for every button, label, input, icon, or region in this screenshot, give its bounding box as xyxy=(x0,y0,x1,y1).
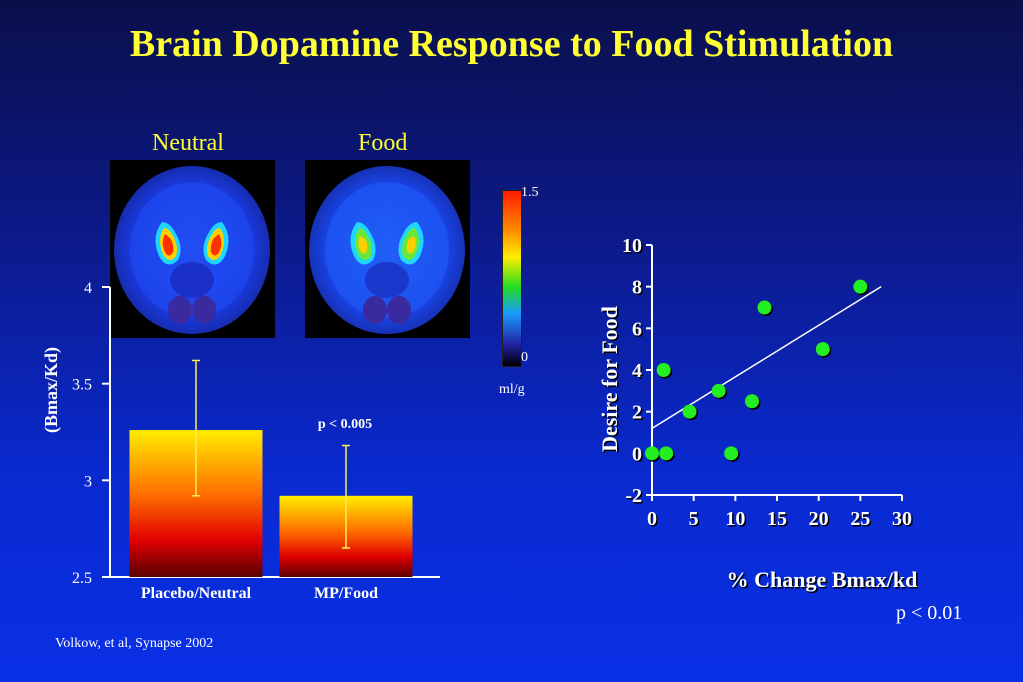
neutral-label: Neutral xyxy=(152,130,224,156)
x-tick-label: 10 xyxy=(725,508,745,530)
data-point xyxy=(853,279,868,294)
y-tick-label: 4 xyxy=(632,360,642,382)
neutral-brain-scan xyxy=(110,160,275,338)
y-tick-label: 6 xyxy=(632,318,642,340)
x-tick-label: 25 xyxy=(850,508,870,530)
y-axis-label: Desire for Food xyxy=(597,306,622,452)
x-axis-label-shadow: % Change Bmax/kd xyxy=(728,569,919,594)
colorbar xyxy=(502,190,522,367)
y-axis-label-shadow: Desire for Food xyxy=(599,308,624,454)
y-tick-label-shadow: 8 xyxy=(634,278,644,300)
y-tick-label-shadow: -2 xyxy=(627,487,644,509)
colorbar-unit-label: ml/g xyxy=(499,382,525,397)
x-tick-label-shadow: 0 xyxy=(649,510,659,532)
y-tick-label: 3.5 xyxy=(72,377,92,394)
data-point xyxy=(711,383,726,398)
data-point xyxy=(724,446,739,461)
y-tick-label: 4 xyxy=(84,280,92,297)
food-brain-scan xyxy=(305,160,470,338)
x-tick-label-shadow: 20 xyxy=(810,510,830,532)
y-tick-label-shadow: 2 xyxy=(634,403,644,425)
x-tick-label-shadow: 10 xyxy=(727,510,747,532)
data-point xyxy=(645,446,659,461)
x-tick-label-shadow: 15 xyxy=(769,510,789,532)
y-tick-label: 2 xyxy=(632,402,642,424)
y-tick-label: 10 xyxy=(622,235,642,257)
x-tick-label: 5 xyxy=(689,508,699,530)
x-axis-label: % Change Bmax/kd xyxy=(727,567,918,592)
x-tick-label: 15 xyxy=(767,508,787,530)
x-tick-label-shadow: 5 xyxy=(690,510,700,532)
y-tick-label: 3 xyxy=(84,473,92,490)
y-tick-label: 8 xyxy=(632,277,642,299)
bar-p-value: p < 0.005 xyxy=(318,417,372,432)
y-tick-label: 2.5 xyxy=(72,570,92,587)
data-point xyxy=(745,394,759,409)
data-point xyxy=(659,446,674,461)
x-tick-label-shadow: 30 xyxy=(894,510,914,532)
y-tick-label-shadow: 6 xyxy=(634,320,644,342)
y-tick-label-shadow: 10 xyxy=(624,237,644,259)
data-point xyxy=(682,404,697,419)
data-point xyxy=(815,342,830,357)
colorbar-max-label: 1.5 xyxy=(521,185,539,200)
food-label: Food xyxy=(358,130,408,156)
page-title: Brain Dopamine Response to Food Stimulat… xyxy=(129,23,894,65)
colorbar-min-label: 0 xyxy=(521,350,528,365)
y-tick-label: 0 xyxy=(632,443,642,465)
citation: Volkow, et al, Synapse 2002 xyxy=(55,636,214,651)
data-point xyxy=(757,300,772,315)
y-axis-label: (Bmax/Kd) xyxy=(41,347,62,433)
scatter-p-value: p < 0.01 xyxy=(896,602,963,624)
x-tick-label: 20 xyxy=(809,508,829,530)
data-point xyxy=(656,363,671,377)
x-tick-label: 30 xyxy=(892,508,912,530)
x-tick-label-shadow: 25 xyxy=(852,510,872,532)
y-tick-label-shadow: 4 xyxy=(634,362,644,384)
bar-chart: 2.5 3 3.5 4 Placebo/Neutral MP/Food p < 0.005 (… xyxy=(41,280,440,602)
x-tick-label: Placebo/Neutral xyxy=(141,585,252,602)
x-tick-label: MP/Food xyxy=(314,585,378,602)
y-tick-label-shadow: 0 xyxy=(634,445,644,467)
y-tick-label: -2 xyxy=(625,485,642,507)
x-tick-label: 0 xyxy=(647,508,657,530)
